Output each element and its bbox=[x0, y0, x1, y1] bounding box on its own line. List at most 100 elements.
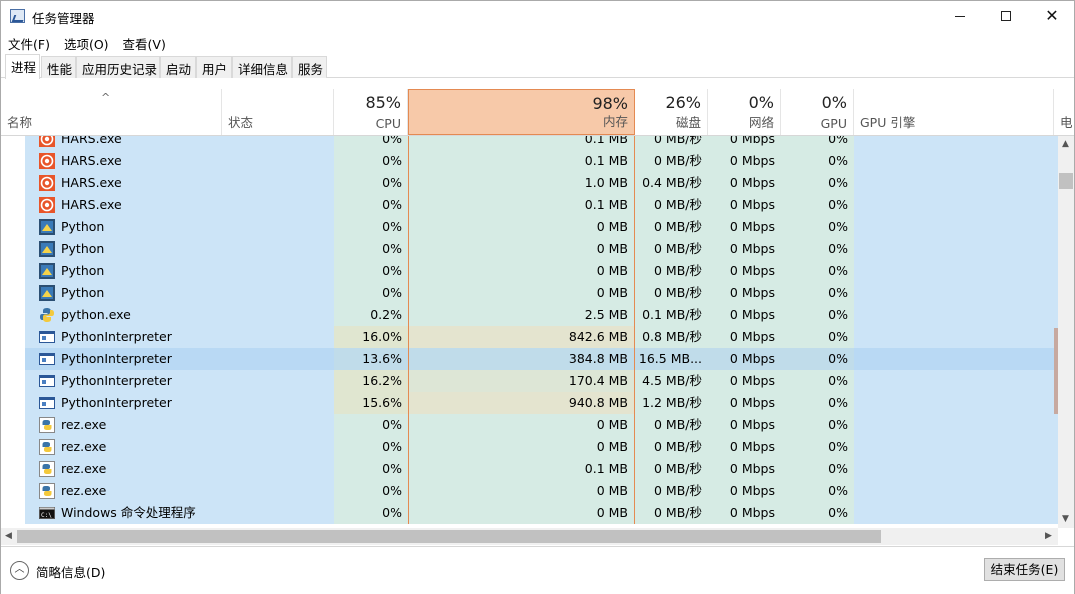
process-row[interactable]: rez.exe 0% 0.1 MB 0 MB/秒 0 Mbps 0% bbox=[1, 458, 1058, 480]
col-cpu-header[interactable]: 85% CPU bbox=[334, 89, 408, 135]
process-row[interactable]: Python 0% 0 MB 0 MB/秒 0 Mbps 0% bbox=[1, 260, 1058, 282]
col-network-header[interactable]: 0% 网络 bbox=[708, 89, 781, 135]
tab-startup[interactable]: 启动 bbox=[160, 56, 196, 78]
cpu-cell: 0% bbox=[334, 172, 408, 194]
gpu-engine-cell bbox=[854, 216, 1058, 238]
process-row[interactable]: Python 0% 0 MB 0 MB/秒 0 Mbps 0% bbox=[1, 282, 1058, 304]
gpu-engine-cell bbox=[854, 260, 1058, 282]
process-row[interactable]: python.exe 0.2% 2.5 MB 0.1 MB/秒 0 Mbps 0% bbox=[1, 304, 1058, 326]
vertical-scrollbar[interactable]: ▲ ▼ bbox=[1058, 136, 1074, 528]
process-row[interactable]: rez.exe 0% 0 MB 0 MB/秒 0 Mbps 0% bbox=[1, 480, 1058, 502]
process-row[interactable]: HARS.exe 0% 1.0 MB 0.4 MB/秒 0 Mbps 0% bbox=[1, 172, 1058, 194]
process-row[interactable]: PythonInterpreter 13.6% 384.8 MB 16.5 MB...… bbox=[1, 348, 1058, 370]
process-name: Python bbox=[61, 241, 105, 256]
horizontal-scroll-thumb[interactable] bbox=[17, 530, 881, 543]
close-button[interactable]: ✕ bbox=[1029, 1, 1075, 31]
gpu-engine-cell bbox=[854, 436, 1058, 458]
tab-processes[interactable]: 进程 bbox=[5, 54, 40, 79]
process-row[interactable]: Python 0% 0 MB 0 MB/秒 0 Mbps 0% bbox=[1, 216, 1058, 238]
menu-file[interactable]: 文件(F) bbox=[8, 37, 50, 52]
process-row[interactable]: HARS.exe 0% 0.1 MB 0 MB/秒 0 Mbps 0% bbox=[1, 194, 1058, 216]
process-name: Python bbox=[61, 219, 105, 234]
process-list: HARS.exe 0% 0.1 MB 0 MB/秒 0 Mbps 0% HARS.exe 0%… bbox=[1, 136, 1058, 528]
rez-icon bbox=[39, 461, 55, 477]
col-status-header[interactable]: 状态 bbox=[222, 89, 334, 135]
cpu-cell: 0% bbox=[334, 260, 408, 282]
gpu-cell: 0% bbox=[781, 136, 854, 150]
gpu-total: 0% bbox=[821, 93, 847, 112]
name-cell-bg bbox=[25, 282, 334, 304]
process-row[interactable]: Python 0% 0 MB 0 MB/秒 0 Mbps 0% bbox=[1, 238, 1058, 260]
network-cell: 0 Mbps bbox=[708, 458, 781, 480]
cpu-cell: 16.2% bbox=[334, 370, 408, 392]
end-task-button[interactable]: 结束任务(E) bbox=[984, 558, 1065, 581]
tab-services[interactable]: 服务 bbox=[292, 56, 327, 78]
name-cell-bg bbox=[25, 304, 334, 326]
col-memory-header[interactable]: 98% 内存 bbox=[408, 89, 635, 135]
maximize-button[interactable] bbox=[983, 1, 1029, 31]
network-cell: 0 Mbps bbox=[708, 392, 781, 414]
gpu-engine-cell bbox=[854, 194, 1058, 216]
scroll-up-icon[interactable]: ▲ bbox=[1062, 139, 1069, 149]
process-row[interactable]: rez.exe 0% 0 MB 0 MB/秒 0 Mbps 0% bbox=[1, 414, 1058, 436]
process-row[interactable]: PythonInterpreter 16.2% 170.4 MB 4.5 MB/秒 0 … bbox=[1, 370, 1058, 392]
window-app-icon bbox=[39, 395, 55, 411]
disk-cell: 0 MB/秒 bbox=[635, 282, 708, 304]
process-name: HARS.exe bbox=[61, 136, 122, 146]
process-row[interactable]: rez.exe 0% 0 MB 0 MB/秒 0 Mbps 0% bbox=[1, 436, 1058, 458]
process-row[interactable]: HARS.exe 0% 0.1 MB 0 MB/秒 0 Mbps 0% bbox=[1, 150, 1058, 172]
disk-cell: 0 MB/秒 bbox=[635, 216, 708, 238]
network-total: 0% bbox=[748, 93, 774, 112]
col-gpu-header[interactable]: 0% GPU bbox=[781, 89, 854, 135]
rez-icon bbox=[39, 417, 55, 433]
disk-cell: 16.5 MB... bbox=[635, 348, 708, 370]
network-cell: 0 Mbps bbox=[708, 136, 781, 150]
process-row[interactable]: HARS.exe 0% 0.1 MB 0 MB/秒 0 Mbps 0% bbox=[1, 136, 1058, 150]
menu-options[interactable]: 选项(O) bbox=[63, 37, 109, 52]
col-power-header[interactable]: 电 bbox=[1054, 89, 1074, 135]
col-cpu-label: CPU bbox=[375, 116, 401, 131]
tab-app-history[interactable]: 应用历史记录 bbox=[76, 56, 160, 78]
name-cell-bg bbox=[25, 480, 334, 502]
gpu-engine-cell bbox=[854, 150, 1058, 172]
disk-cell: 0 MB/秒 bbox=[635, 502, 708, 524]
gpu-engine-cell bbox=[854, 392, 1058, 414]
name-cell-bg bbox=[25, 260, 334, 282]
tab-details[interactable]: 详细信息 bbox=[232, 56, 292, 78]
scroll-left-icon[interactable]: ◀ bbox=[5, 531, 12, 541]
memory-cell: 0 MB bbox=[408, 414, 635, 436]
tab-performance[interactable]: 性能 bbox=[41, 56, 76, 78]
disk-cell: 0 MB/秒 bbox=[635, 136, 708, 150]
gpu-cell: 0% bbox=[781, 304, 854, 326]
process-name: rez.exe bbox=[61, 483, 107, 498]
cmd-icon: C:\ bbox=[39, 505, 55, 521]
network-cell: 0 Mbps bbox=[708, 414, 781, 436]
minimize-button[interactable] bbox=[937, 1, 983, 31]
python-app-icon bbox=[39, 219, 55, 235]
col-status-label: 状态 bbox=[228, 115, 254, 130]
scroll-right-icon[interactable]: ▶ bbox=[1045, 531, 1052, 541]
col-disk-header[interactable]: 26% 磁盘 bbox=[635, 89, 708, 135]
memory-cell: 0 MB bbox=[408, 238, 635, 260]
gpu-cell: 0% bbox=[781, 436, 854, 458]
chevron-up-icon[interactable]: ︿ bbox=[10, 561, 29, 580]
name-cell-bg bbox=[25, 458, 334, 480]
hars-icon bbox=[39, 175, 55, 191]
process-row[interactable]: C:\ Windows 命令处理程序 0% 0 MB 0 MB/秒 0 Mbps 0% bbox=[1, 502, 1058, 524]
tab-users[interactable]: 用户 bbox=[196, 56, 232, 78]
menu-view[interactable]: 查看(V) bbox=[122, 37, 166, 52]
scroll-down-icon[interactable]: ▼ bbox=[1062, 514, 1069, 524]
memory-cell: 940.8 MB bbox=[408, 392, 635, 414]
fewer-details-link[interactable]: 简略信息(D) bbox=[36, 565, 106, 580]
hars-icon bbox=[39, 136, 55, 147]
vertical-scroll-thumb[interactable] bbox=[1059, 173, 1073, 189]
cpu-cell: 15.6% bbox=[334, 392, 408, 414]
gpu-engine-cell bbox=[854, 414, 1058, 436]
col-gpu-engine-header[interactable]: GPU 引擎 bbox=[854, 89, 1054, 135]
process-name: rez.exe bbox=[61, 461, 107, 476]
col-name-header[interactable]: ^ 名称 bbox=[1, 89, 222, 135]
network-cell: 0 Mbps bbox=[708, 282, 781, 304]
process-row[interactable]: PythonInterpreter 15.6% 940.8 MB 1.2 MB/秒 0 … bbox=[1, 392, 1058, 414]
process-row[interactable]: PythonInterpreter 16.0% 842.6 MB 0.8 MB/秒 0 … bbox=[1, 326, 1058, 348]
name-cell-bg bbox=[25, 436, 334, 458]
